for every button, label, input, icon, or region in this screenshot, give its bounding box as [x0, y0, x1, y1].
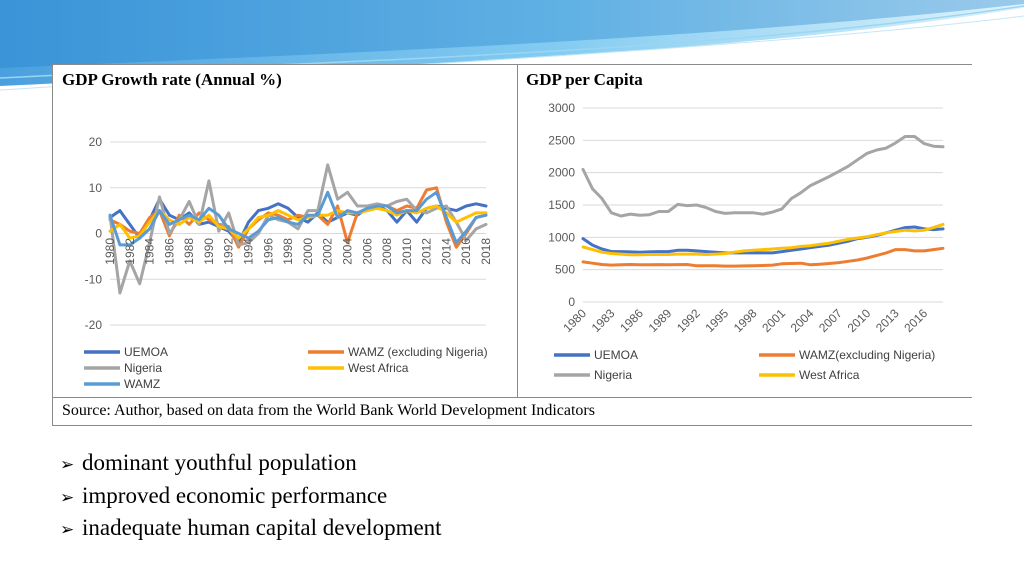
y-tick-label: 0 — [95, 227, 102, 241]
bullet-item: ➢ improved economic performance — [60, 481, 442, 514]
x-tick-label: 1980 — [103, 238, 117, 265]
x-tick-label: 2004 — [340, 238, 354, 265]
bullet-text: improved economic performance — [82, 482, 388, 508]
legend-label: WAMZ (excluding Nigeria) — [348, 345, 488, 359]
legend-label: UEMOA — [594, 348, 638, 362]
x-tick-label: 1984 — [143, 238, 157, 265]
y-tick-label: 2500 — [548, 133, 575, 147]
y-tick-label: 2000 — [548, 166, 575, 180]
row-divider — [53, 397, 972, 398]
x-tick-label: 2018 — [479, 238, 493, 265]
y-tick-label: 500 — [555, 263, 575, 277]
arrow-bullet-icon: ➢ — [60, 455, 75, 475]
x-tick-label: 2012 — [420, 238, 434, 265]
legend-label: UEMOA — [124, 345, 168, 359]
bullet-item: ➢ dominant youthful population — [60, 448, 442, 481]
bullet-list: ➢ dominant youthful population ➢ improved … — [60, 448, 442, 546]
x-tick-label: 1998 — [281, 238, 295, 265]
legend-label: WAMZ — [124, 377, 160, 391]
x-tick-label: 1988 — [182, 238, 196, 265]
arrow-bullet-icon: ➢ — [60, 487, 75, 508]
source-note: Source: Author, based on data from the W… — [62, 402, 595, 419]
bullet-text: inadequate human capital development — [82, 515, 442, 540]
gdp-growth-title: GDP Growth rate (Annual %) — [62, 70, 282, 89]
x-tick-label: 2002 — [321, 238, 335, 265]
x-tick-label: 1992 — [222, 238, 236, 265]
series-line — [108, 163, 488, 295]
x-tick-label: 2016 — [459, 238, 473, 265]
y-tick-label: 1500 — [548, 198, 575, 212]
y-tick-label: -20 — [85, 318, 103, 332]
gdp-per-capita-title: GDP per Capita — [526, 70, 643, 89]
legend-label: Nigeria — [594, 368, 632, 382]
y-tick-label: 1000 — [548, 230, 575, 244]
x-tick-label: 1982 — [123, 238, 137, 265]
x-tick-label: 1996 — [261, 238, 275, 265]
column-divider — [517, 65, 518, 397]
x-tick-label: 2000 — [301, 238, 315, 265]
series-line — [581, 246, 945, 268]
series-line — [581, 135, 945, 218]
series-line — [581, 222, 945, 257]
legend-label: West Africa — [348, 361, 409, 375]
legend-label: WAMZ(excluding Nigeria) — [799, 348, 935, 362]
x-tick-label: 1986 — [162, 238, 176, 265]
bullet-item: ➢ inadequate human capital development — [60, 513, 442, 546]
y-tick-label: 0 — [568, 295, 575, 309]
x-tick-label: 2010 — [400, 238, 414, 265]
y-tick-label: 20 — [89, 135, 103, 149]
y-tick-label: 10 — [89, 181, 103, 195]
legend-label: West Africa — [799, 368, 860, 382]
arrow-bullet-icon: ➢ — [60, 520, 75, 540]
y-tick-label: -10 — [85, 272, 103, 286]
bullet-text: dominant youthful population — [82, 450, 357, 475]
x-tick-label: 1990 — [202, 238, 216, 265]
x-tick-label: 2006 — [360, 238, 374, 265]
series-line — [108, 190, 488, 247]
x-tick-label: 2014 — [439, 238, 453, 265]
legend-label: Nigeria — [124, 361, 162, 375]
x-tick-label: 2008 — [380, 238, 394, 265]
y-tick-label: 3000 — [548, 101, 575, 115]
x-tick-label: 1994 — [242, 238, 256, 265]
